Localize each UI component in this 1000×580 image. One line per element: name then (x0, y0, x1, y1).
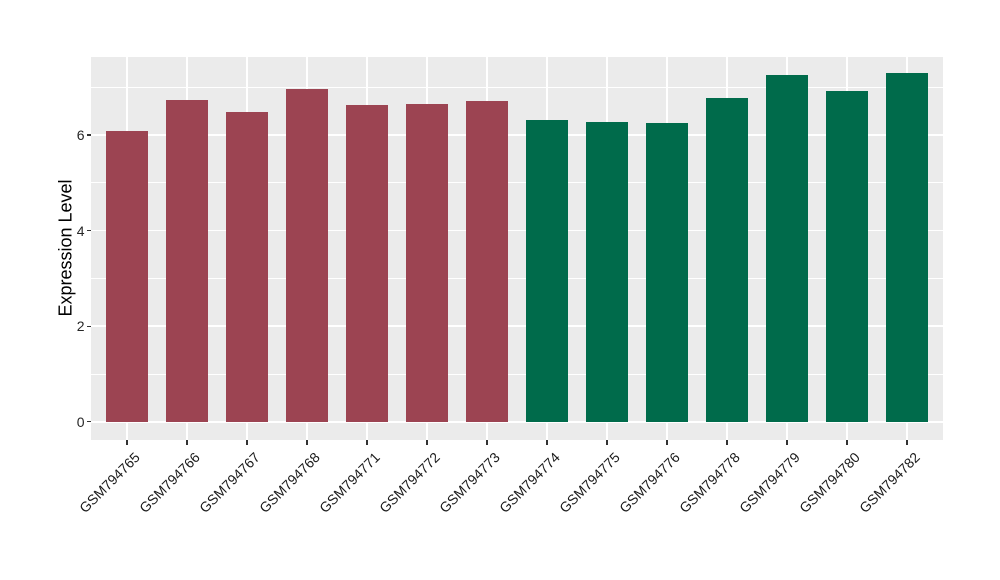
gridline-major (91, 134, 943, 136)
bar (766, 75, 808, 422)
x-axis-tick (426, 440, 428, 445)
bar (226, 111, 268, 422)
bar (586, 121, 628, 422)
bar (646, 122, 688, 422)
x-axis-tick (246, 440, 248, 445)
x-tick-label: GSM794771 (316, 449, 384, 516)
x-axis-tick (726, 440, 728, 445)
plot-panel (91, 57, 943, 440)
gridline-minor (91, 182, 943, 184)
x-axis-tick (546, 440, 548, 445)
gridline-minor (91, 86, 943, 88)
y-axis-tick (86, 325, 91, 327)
y-tick-label: 4 (76, 222, 85, 239)
x-axis-tick (666, 440, 668, 445)
bar (886, 73, 928, 422)
bar (526, 119, 568, 422)
y-axis-tick (86, 134, 91, 136)
x-tick-label: GSM794773 (436, 449, 504, 516)
bar (466, 101, 508, 422)
x-axis-tick (786, 440, 788, 445)
y-tick-label: 6 (76, 126, 85, 143)
x-tick-label: GSM794779 (736, 449, 804, 516)
x-axis-tick (186, 440, 188, 445)
x-axis-tick (606, 440, 608, 445)
gridline-minor (91, 373, 943, 375)
bar (346, 104, 388, 422)
x-tick-label: GSM794772 (376, 449, 444, 516)
gridline-minor (91, 278, 943, 279)
y-axis-title: Expression Level (55, 179, 76, 317)
x-axis-tick (366, 440, 368, 445)
x-tick-label: GSM794782 (856, 449, 924, 516)
x-tick-label: GSM794768 (256, 449, 324, 516)
x-axis-tick (906, 440, 908, 445)
gridline-major (91, 229, 943, 232)
y-tick-label: 2 (76, 318, 85, 335)
bar (406, 103, 448, 422)
bar (106, 130, 148, 422)
y-axis-tick (86, 229, 91, 232)
x-axis-tick (486, 440, 488, 445)
y-axis-tick (86, 421, 91, 423)
gridline-major (91, 325, 943, 327)
x-tick-label: GSM794766 (136, 449, 204, 516)
x-tick-label: GSM794776 (616, 449, 684, 516)
x-axis-tick (306, 440, 308, 445)
x-tick-label: GSM794774 (496, 449, 564, 516)
x-tick-label: GSM794780 (796, 449, 864, 516)
bar (166, 99, 208, 422)
x-tick-label: GSM794765 (76, 449, 144, 516)
bar (826, 91, 868, 422)
x-axis-tick (126, 440, 128, 445)
bar (706, 97, 748, 422)
y-tick-label: 0 (76, 413, 85, 430)
x-axis-tick (846, 440, 848, 445)
x-tick-label: GSM794775 (556, 449, 624, 516)
x-tick-label: GSM794767 (196, 449, 264, 516)
gridline-major (91, 421, 943, 423)
x-tick-label: GSM794778 (676, 449, 744, 516)
bar (286, 89, 328, 422)
